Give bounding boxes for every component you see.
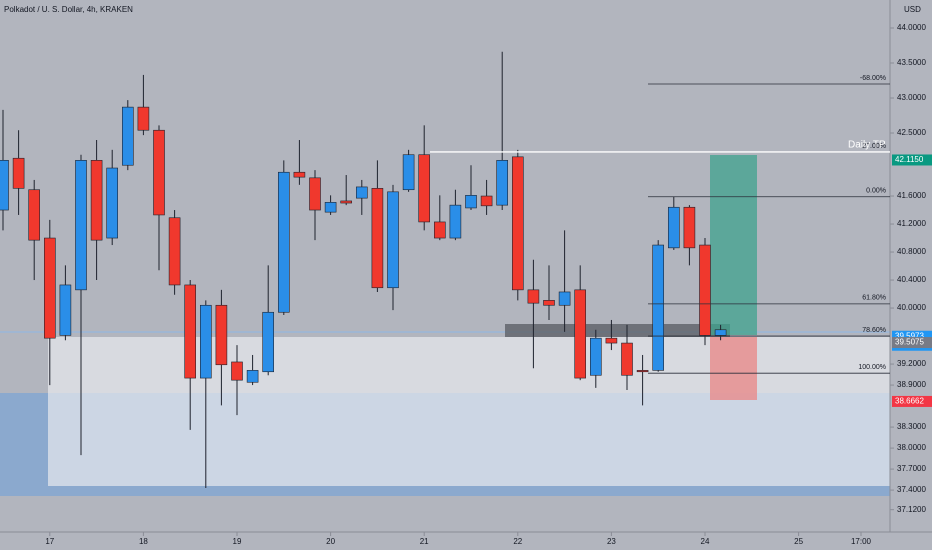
fib-label: 100.00% xyxy=(858,364,886,371)
x-tick-label: 25 xyxy=(794,537,803,546)
y-tick-label: 44.0000 xyxy=(897,23,926,32)
x-tick-label: 24 xyxy=(701,537,710,546)
target-box xyxy=(710,155,757,335)
candle-body xyxy=(574,289,587,379)
y-tick-label: 43.5000 xyxy=(897,58,926,67)
candle-body xyxy=(558,291,571,306)
y-tick-label: 38.3000 xyxy=(897,422,926,431)
y-tick-label: 37.4000 xyxy=(897,485,926,494)
x-tick-label: 18 xyxy=(139,537,148,546)
candle-body xyxy=(59,284,72,336)
y-tick-label: 40.4000 xyxy=(897,275,926,284)
candle-body xyxy=(699,244,711,336)
y-tick-label: 39.2000 xyxy=(897,359,926,368)
y-tick-label: 41.2000 xyxy=(897,219,926,228)
stop-box xyxy=(710,337,757,400)
x-tick-label: 17 xyxy=(45,537,54,546)
entry-zone xyxy=(505,324,730,337)
candle-body xyxy=(184,284,196,379)
candle-body xyxy=(355,186,368,199)
candle-body xyxy=(605,337,618,344)
fib-label: 0.00% xyxy=(866,188,886,195)
price-label: 39.5973 xyxy=(895,331,924,340)
candle-body xyxy=(652,244,665,371)
candle-body xyxy=(418,154,431,223)
candle-body xyxy=(543,300,555,306)
candle-body xyxy=(667,206,680,249)
candle-body xyxy=(231,361,243,381)
candle-body xyxy=(293,171,306,178)
currency-label: USD xyxy=(904,5,921,14)
x-tick-label: 20 xyxy=(326,537,335,546)
y-tick-label: 37.7000 xyxy=(897,464,926,473)
price-label-box xyxy=(892,154,932,166)
fib-label: 61.80% xyxy=(862,295,886,302)
candle-body xyxy=(12,157,25,189)
candle-body xyxy=(75,160,87,291)
price-label: 42.1150 xyxy=(895,155,924,164)
y-tick-label: 42.5000 xyxy=(897,128,926,137)
fib-label: -68.00% xyxy=(860,75,886,82)
candle-body xyxy=(43,237,56,339)
price-label-box xyxy=(892,337,932,349)
candle-body xyxy=(340,200,353,204)
support-zone xyxy=(48,337,890,486)
candle-body xyxy=(465,195,477,209)
price-label-box xyxy=(892,395,932,407)
price-label: 38.6662 xyxy=(895,397,924,406)
x-tick-label: 23 xyxy=(607,537,616,546)
candle-body xyxy=(496,160,509,206)
candle-body xyxy=(714,329,727,336)
candle-body xyxy=(0,160,9,211)
candle-body xyxy=(371,188,384,289)
candle-body xyxy=(106,167,118,239)
candle-body xyxy=(387,191,399,289)
candle-body xyxy=(683,206,696,249)
candle-body xyxy=(168,217,181,286)
candle-body xyxy=(262,311,275,373)
candle-body xyxy=(137,106,150,131)
annotation: Daily TP xyxy=(848,140,886,151)
candle-body xyxy=(90,160,103,241)
candle-body xyxy=(402,154,415,191)
x-tick-label: 19 xyxy=(233,537,242,546)
candles xyxy=(0,51,727,488)
candle-body xyxy=(433,221,446,239)
candle-body xyxy=(309,177,321,211)
y-tick-label: 37.1200 xyxy=(897,505,926,514)
candle-body xyxy=(200,304,212,379)
candle-body xyxy=(324,202,337,213)
candle-body xyxy=(589,337,602,376)
candle-body xyxy=(153,129,165,216)
candle-body xyxy=(246,370,259,383)
candle-body xyxy=(511,156,524,291)
candle-body xyxy=(636,370,649,373)
candle-body xyxy=(122,106,134,166)
x-tick-label: 21 xyxy=(420,537,429,546)
candle-body xyxy=(527,289,540,304)
candle-body xyxy=(621,342,633,376)
candle-body xyxy=(480,195,493,207)
price-label: 39.5075 xyxy=(895,338,924,347)
y-tick-label: 41.6000 xyxy=(897,191,926,200)
y-tick-label: 38.0000 xyxy=(897,443,926,452)
y-tick-label: 38.9000 xyxy=(897,380,926,389)
candle-body xyxy=(215,304,228,366)
chart-title: Polkadot / U. S. Dollar, 4h, KRAKEN xyxy=(4,5,133,14)
y-tick-label: 40.0000 xyxy=(897,303,926,312)
fib-label: 27.00% xyxy=(862,143,886,150)
y-tick-label: 40.8000 xyxy=(897,247,926,256)
fib-label: 78.60% xyxy=(862,327,886,334)
x-tick-label: 22 xyxy=(513,537,522,546)
y-tick-label: 43.0000 xyxy=(897,93,926,102)
candle-body xyxy=(449,204,462,239)
candle-body xyxy=(28,189,41,241)
candle-body xyxy=(277,171,290,313)
x-tick-label: 17:00 xyxy=(851,537,872,546)
